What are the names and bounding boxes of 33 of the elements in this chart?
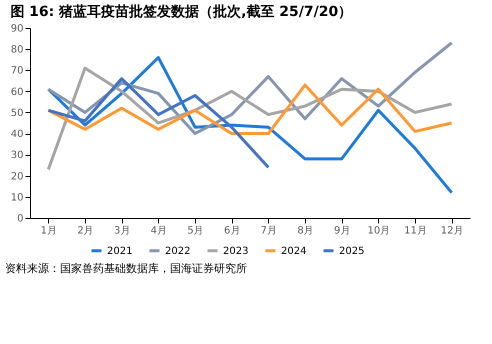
y-tick-label: 90 — [10, 24, 24, 34]
y-tick-label: 50 — [10, 108, 24, 119]
x-tick-label: 7月 — [260, 226, 278, 236]
legend-label: 2023 — [223, 246, 248, 257]
x-tick-label: 3月 — [114, 226, 130, 236]
y-tick-label: 20 — [10, 171, 24, 182]
x-tick-label: 8月 — [297, 226, 314, 236]
chart-title: 图 16: 猪蓝耳疫苗批签发数据（批次,截至 25/7/20） — [10, 3, 352, 20]
x-tick-label: 2月 — [77, 226, 94, 236]
legend-label: 2022 — [165, 246, 190, 257]
x-tick-label: 1月 — [40, 226, 58, 236]
x-tick-label: 11月 — [404, 226, 427, 236]
y-tick-label: 30 — [10, 150, 24, 162]
y-tick-label: 70 — [10, 66, 24, 77]
legend-label: 2025 — [339, 246, 364, 257]
x-tick-label: 5月 — [187, 226, 204, 236]
x-tick-label: 9月 — [334, 226, 350, 236]
y-tick-label: 60 — [10, 86, 24, 98]
y-tick-label: 0 — [17, 214, 24, 224]
line-series — [46, 84, 454, 136]
x-tick-label: 6月 — [224, 226, 240, 236]
x-tick-label: 12月 — [440, 226, 464, 236]
legend-label: 2021 — [107, 246, 132, 257]
x-tick-label: 4月 — [150, 226, 168, 236]
y-tick-label: 80 — [10, 44, 24, 56]
line-series — [46, 56, 454, 194]
x-tick-label: 10月 — [367, 226, 390, 236]
legend-label: 2024 — [281, 246, 306, 257]
y-tick-label: 10 — [10, 192, 24, 204]
line-series — [46, 77, 270, 169]
text: 资料来源：国家兽药基础数据库，国海证券研究所 — [5, 262, 247, 275]
y-tick-label: 40 — [10, 129, 24, 140]
line-series — [46, 66, 454, 171]
